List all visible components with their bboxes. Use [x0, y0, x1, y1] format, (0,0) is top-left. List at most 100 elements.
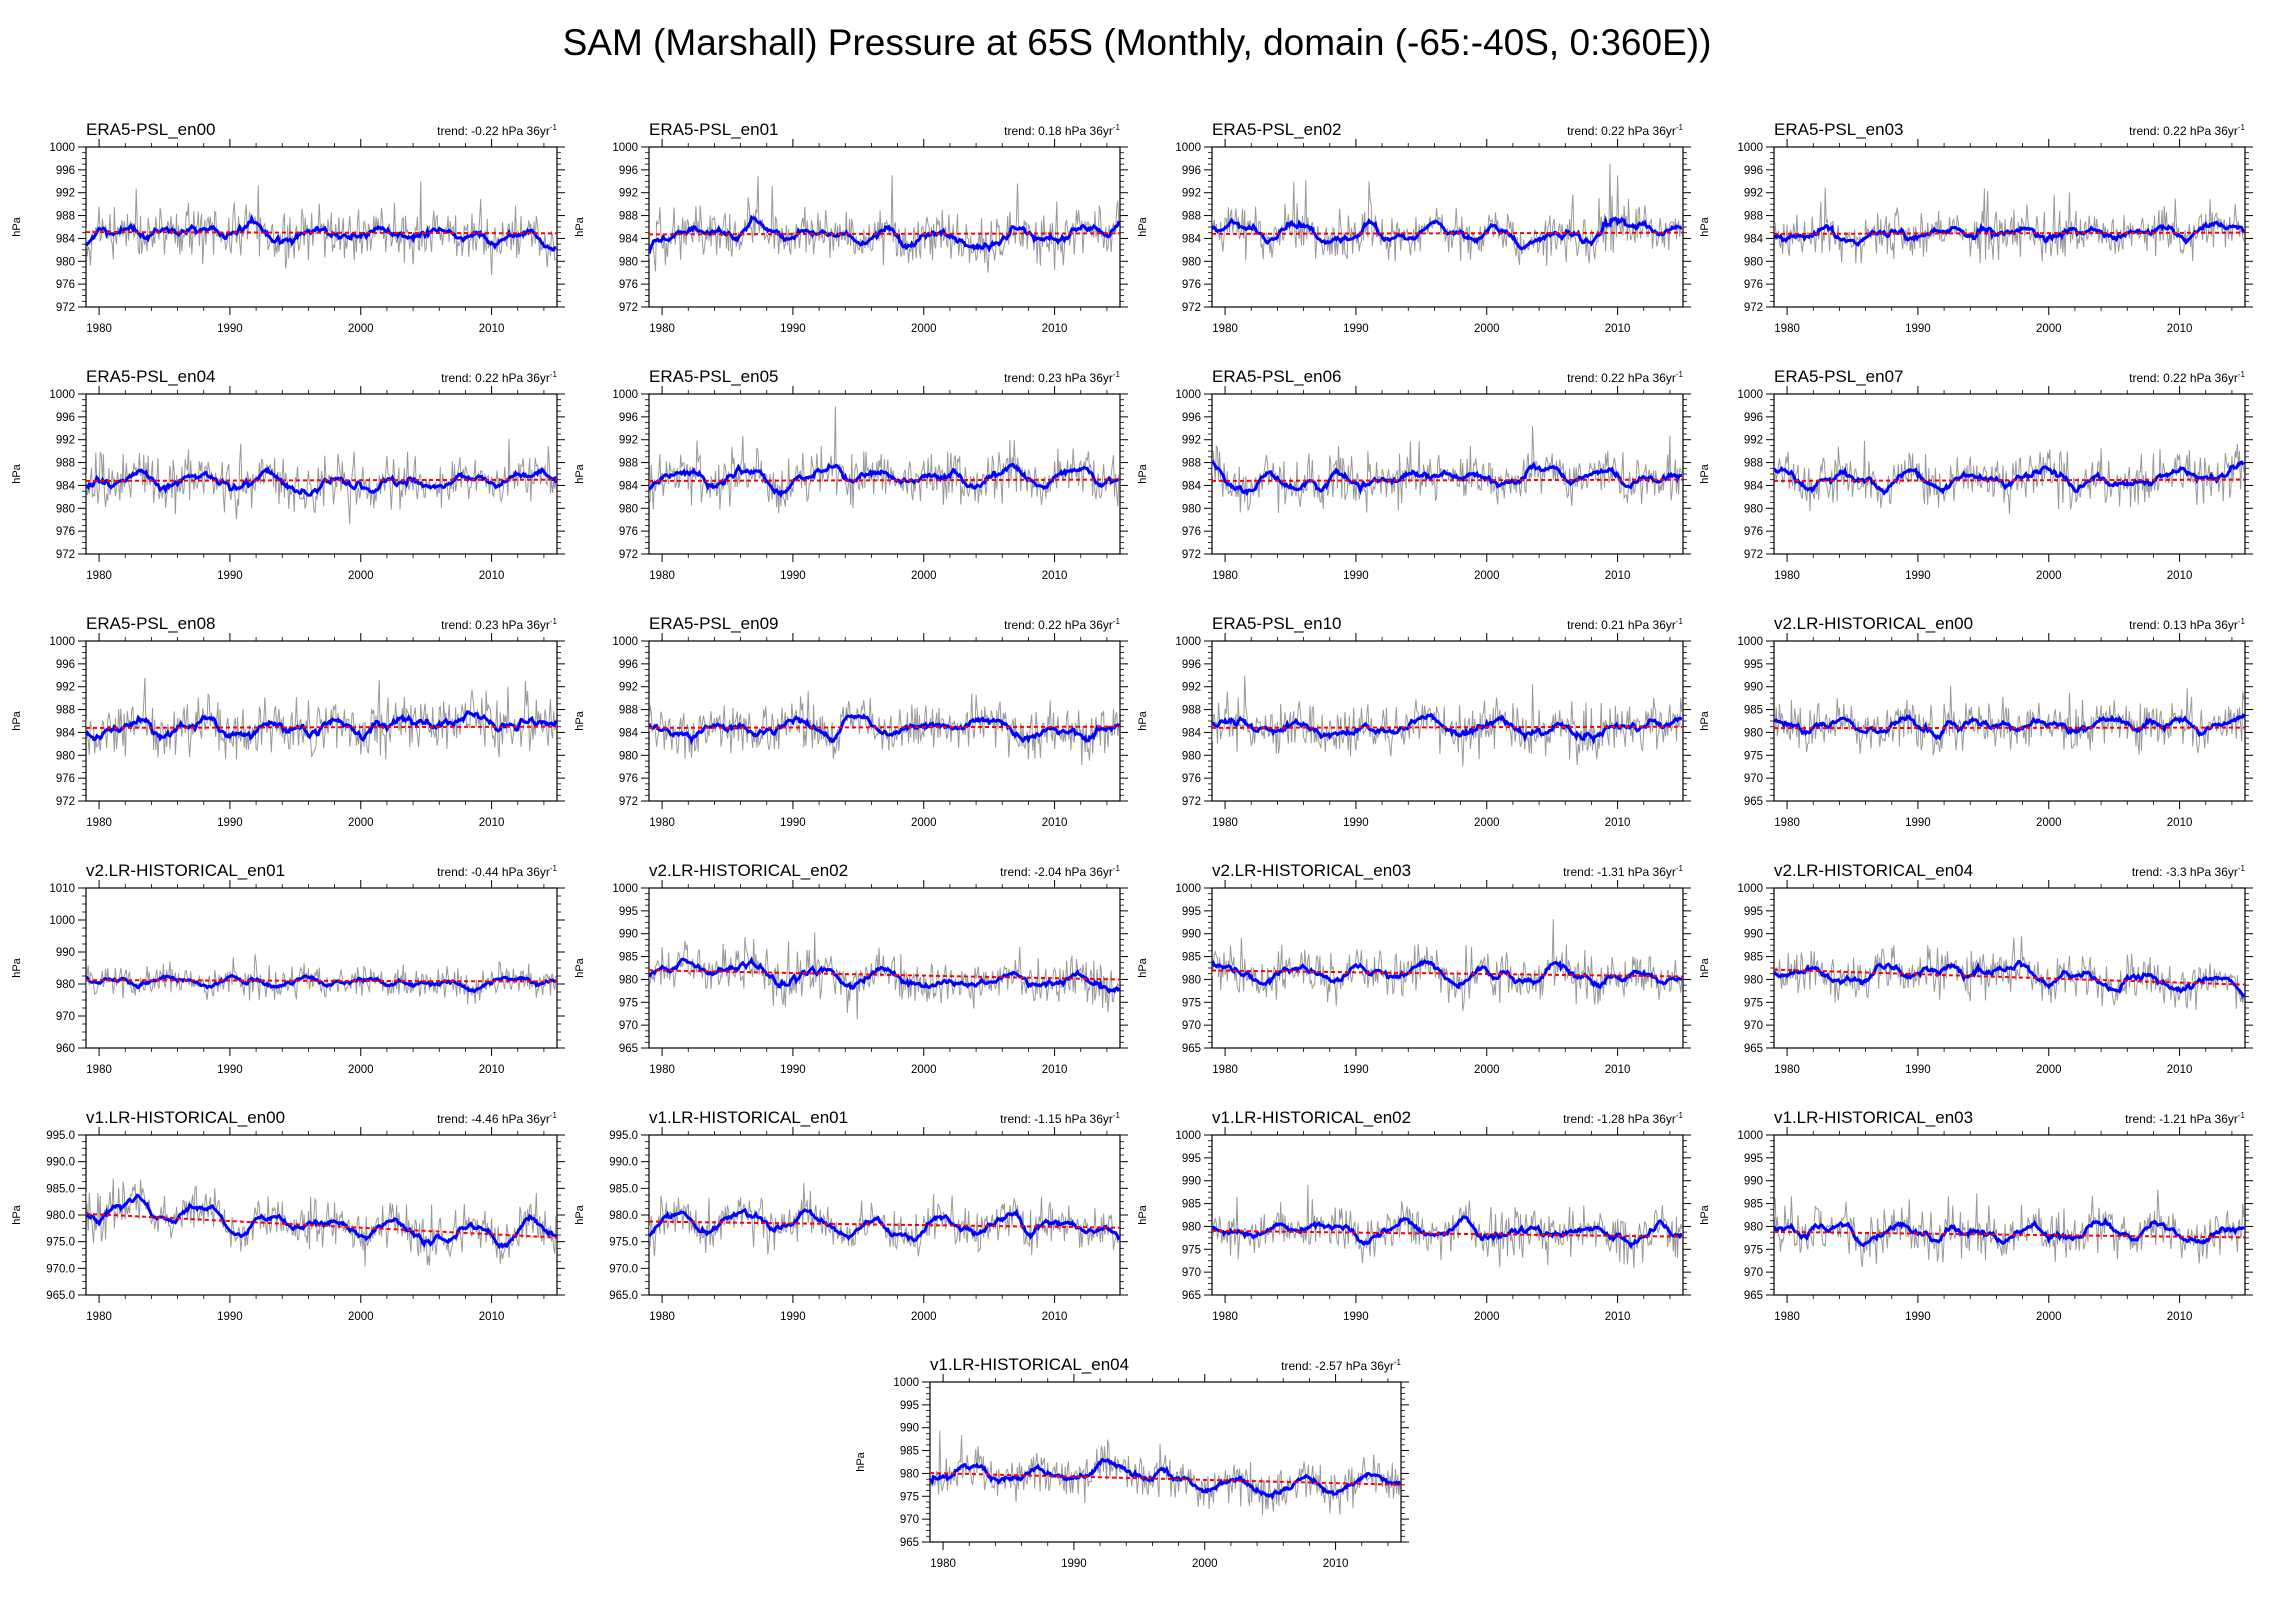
- y-axis-label: hPa: [11, 1204, 23, 1224]
- y-tick-label: 988: [1744, 211, 1763, 223]
- panel-title: v2.LR-HISTORICAL_en00: [1774, 614, 1973, 633]
- x-tick-label: 1980: [86, 817, 112, 829]
- x-tick-label: 1990: [1905, 570, 1931, 582]
- plot-frame: [1212, 641, 1683, 801]
- x-tick-label: 1990: [217, 570, 243, 582]
- y-tick-label: 984: [56, 480, 76, 492]
- chart-panel-v2.LR-HISTORICAL_en02: v2.LR-HISTORICAL_en02 trend: -2.04 hPa 36…: [569, 848, 1140, 1093]
- x-tick-label: 2000: [2036, 817, 2062, 829]
- y-axis-label: hPa: [1137, 710, 1149, 730]
- y-tick-label: 975: [619, 997, 638, 1009]
- y-axis-label: hPa: [1137, 957, 1149, 977]
- y-axis-label: hPa: [11, 216, 23, 236]
- x-tick-label: 1990: [217, 1311, 243, 1323]
- x-tick-label: 2010: [479, 1064, 505, 1076]
- y-tick-label: 970: [1744, 1020, 1763, 1032]
- y-tick-label: 975: [1182, 997, 1201, 1009]
- y-tick-label: 984: [56, 727, 76, 739]
- y-tick-label: 996: [1744, 412, 1763, 424]
- series-monthly: [1212, 676, 1682, 766]
- chart-panel-v1.LR-HISTORICAL_en00: v1.LR-HISTORICAL_en00 trend: -4.46 hPa 36…: [6, 1095, 577, 1340]
- x-tick-label: 1980: [649, 1311, 675, 1323]
- y-tick-label: 990: [619, 929, 638, 941]
- x-tick-label: 2010: [1605, 570, 1631, 582]
- y-tick-label: 985: [900, 1446, 919, 1458]
- y-tick-label: 985: [1182, 952, 1201, 964]
- y-tick-label: 992: [56, 435, 75, 447]
- series-monthly: [649, 175, 1119, 272]
- series-monthly: [649, 1183, 1119, 1257]
- x-tick-label: 2010: [1605, 817, 1631, 829]
- x-tick-label: 2000: [1474, 570, 1500, 582]
- y-tick-label: 1000: [49, 142, 75, 154]
- y-tick-label: 1000: [1737, 142, 1763, 154]
- x-tick-label: 1980: [1212, 323, 1238, 335]
- x-tick-label: 1980: [649, 817, 675, 829]
- panel-title: ERA5-PSL_en02: [1212, 120, 1341, 139]
- y-tick-label: 972: [1744, 549, 1763, 561]
- y-tick-label: 965.0: [609, 1290, 638, 1302]
- x-tick-label: 1980: [86, 1311, 112, 1323]
- panel-title: v1.LR-HISTORICAL_en02: [1212, 1108, 1411, 1127]
- y-tick-label: 984: [619, 480, 639, 492]
- trend-label: trend: -2.04 hPa 36yr-1: [1000, 864, 1120, 879]
- y-tick-label: 975: [1182, 1244, 1201, 1256]
- x-tick-label: 2010: [1605, 1311, 1631, 1323]
- panel-title: v2.LR-HISTORICAL_en04: [1774, 861, 1973, 880]
- y-tick-label: 1000: [612, 636, 638, 648]
- chart-panel-ERA5-PSL_en07: ERA5-PSL_en07 trend: 0.22 hPa 36yr-197297…: [1694, 354, 2265, 599]
- y-tick-label: 984: [619, 727, 639, 739]
- x-tick-label: 2000: [911, 570, 937, 582]
- chart-panel-ERA5-PSL_en10: ERA5-PSL_en10 trend: 0.21 hPa 36yr-197297…: [1132, 601, 1703, 846]
- x-tick-label: 1990: [1343, 1064, 1369, 1076]
- panel-title: v1.LR-HISTORICAL_en01: [649, 1108, 848, 1127]
- y-tick-label: 980: [56, 503, 75, 515]
- y-axis-label: hPa: [574, 463, 586, 483]
- trend-label: trend: 0.18 hPa 36yr-1: [1004, 123, 1120, 138]
- trend-label: trend: -0.22 hPa 36yr-1: [437, 123, 557, 138]
- x-tick-label: 1980: [649, 1064, 675, 1076]
- y-tick-label: 995: [1182, 906, 1201, 918]
- trend-label: trend: -1.28 hPa 36yr-1: [1563, 1111, 1683, 1126]
- y-axis-label: hPa: [1699, 463, 1711, 483]
- y-tick-label: 995: [1744, 1153, 1763, 1165]
- x-tick-label: 1980: [1212, 570, 1238, 582]
- y-tick-label: 980: [1182, 974, 1201, 986]
- y-tick-label: 976: [56, 279, 75, 291]
- x-tick-label: 2000: [1474, 1064, 1500, 1076]
- y-tick-label: 1000: [1737, 636, 1763, 648]
- y-tick-label: 1000: [1737, 883, 1763, 895]
- y-tick-label: 988: [56, 458, 75, 470]
- y-tick-label: 980: [1744, 974, 1763, 986]
- y-tick-label: 980.0: [609, 1210, 638, 1222]
- y-tick-label: 976: [1182, 279, 1201, 291]
- y-tick-label: 995: [1182, 1153, 1201, 1165]
- y-tick-label: 988: [1182, 211, 1201, 223]
- series-monthly: [1774, 188, 2244, 264]
- x-tick-label: 1980: [1774, 570, 1800, 582]
- y-tick-label: 970: [619, 1020, 638, 1032]
- x-tick-label: 2000: [348, 1311, 374, 1323]
- y-tick-label: 972: [619, 302, 638, 314]
- x-tick-label: 1990: [217, 323, 243, 335]
- y-tick-label: 985: [1744, 705, 1763, 717]
- y-tick-label: 1000: [1175, 389, 1201, 401]
- x-tick-label: 2010: [2167, 570, 2193, 582]
- y-tick-label: 970: [1182, 1267, 1201, 1279]
- x-tick-label: 2010: [1042, 1311, 1068, 1323]
- y-tick-label: 992: [1744, 188, 1763, 200]
- chart-panel-ERA5-PSL_en06: ERA5-PSL_en06 trend: 0.22 hPa 36yr-197297…: [1132, 354, 1703, 599]
- y-tick-label: 984: [56, 233, 76, 245]
- panel-title: ERA5-PSL_en08: [86, 614, 215, 633]
- x-tick-label: 1980: [86, 1064, 112, 1076]
- trend-label: trend: 0.22 hPa 36yr-1: [2129, 123, 2245, 138]
- y-tick-label: 1000: [612, 883, 638, 895]
- y-axis-label: hPa: [11, 710, 23, 730]
- trend-label: trend: -2.57 hPa 36yr-1: [1281, 1358, 1401, 1373]
- y-tick-label: 1000: [612, 142, 638, 154]
- y-tick-label: 980: [1182, 256, 1201, 268]
- chart-panel-ERA5-PSL_en08: ERA5-PSL_en08 trend: 0.23 hPa 36yr-197297…: [6, 601, 577, 846]
- y-tick-label: 984: [1744, 480, 1764, 492]
- y-axis-label: hPa: [574, 216, 586, 236]
- chart-panel-ERA5-PSL_en05: ERA5-PSL_en05 trend: 0.23 hPa 36yr-197297…: [569, 354, 1140, 599]
